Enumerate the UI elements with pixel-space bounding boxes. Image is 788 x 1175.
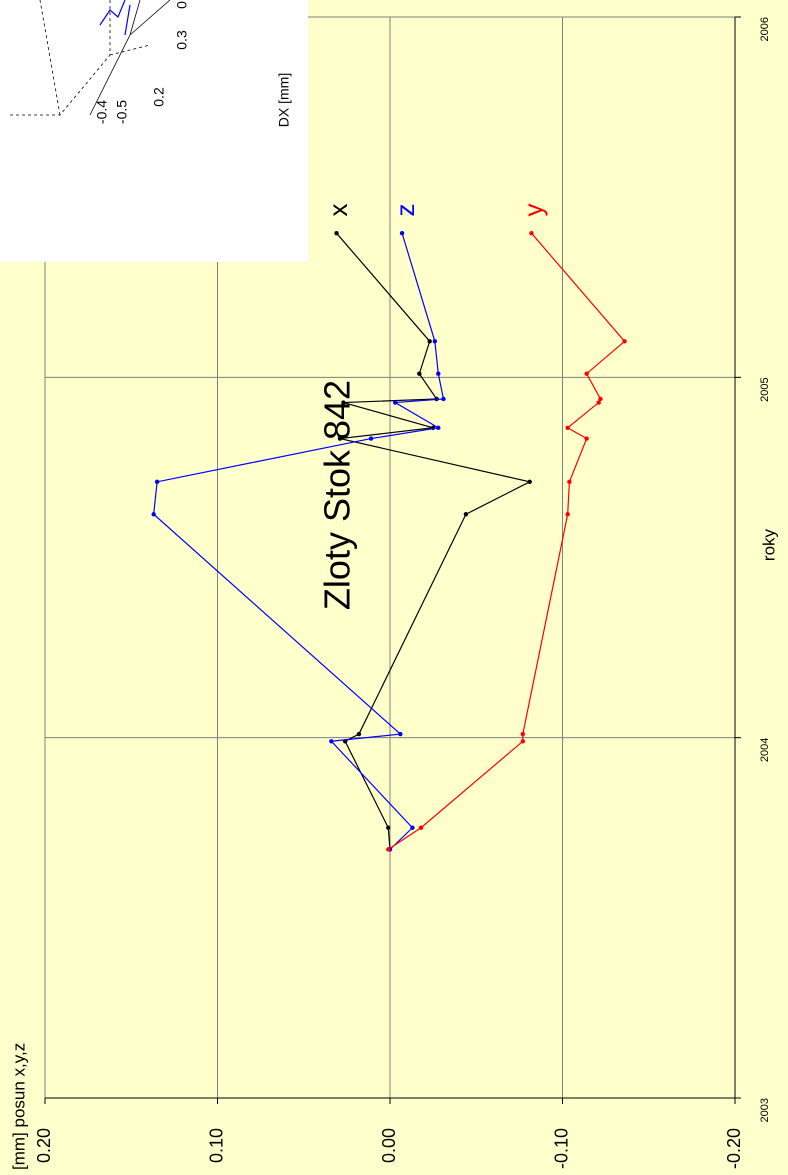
data-point: [598, 396, 603, 402]
inset-axis-label: DX [mm]: [276, 73, 292, 127]
data-point: [520, 731, 526, 737]
data-point: [398, 731, 403, 737]
inset-tick-label: -0.4: [94, 100, 110, 124]
x-tick-label: 2004: [759, 738, 771, 762]
inset-tick-label: -0.5: [114, 100, 130, 124]
data-point: [386, 847, 391, 852]
series-label: y: [518, 204, 548, 217]
data-point: [567, 479, 572, 485]
series-label: z: [390, 204, 420, 217]
data-point: [417, 371, 422, 376]
y-tick-label: 0.10: [206, 1128, 226, 1163]
inset-tick-label: 0.3: [174, 30, 190, 50]
inset-tick-label: 0.2: [151, 87, 167, 107]
data-point: [368, 436, 374, 441]
data-point: [356, 731, 362, 737]
data-point: [386, 825, 391, 830]
data-point: [584, 436, 589, 441]
chart-title: Zloty Stok 842: [317, 380, 358, 610]
data-point: [584, 371, 589, 376]
inset-tick-label: 0: [174, 1, 190, 9]
x-tick-label: 2006: [759, 17, 771, 41]
data-point: [463, 512, 469, 517]
x-tick-label: 2005: [759, 377, 771, 401]
data-point: [427, 339, 432, 344]
data-point: [337, 436, 343, 441]
x-axis-label: roky: [759, 528, 778, 561]
data-point: [329, 739, 334, 744]
series-label: x: [323, 204, 353, 217]
y-tick-label: -0.10: [551, 1128, 571, 1169]
inset-axis: [89, 0, 171, 116]
x-tick-label: 2003: [759, 1098, 771, 1122]
y-tick-label: 0.00: [379, 1128, 399, 1163]
data-point: [418, 825, 424, 830]
data-point: [596, 400, 601, 405]
data-point: [436, 425, 441, 430]
data-point: [432, 339, 438, 344]
data-point: [399, 231, 405, 236]
data-point: [436, 371, 441, 376]
data-point: [392, 400, 398, 405]
data-point: [527, 479, 532, 485]
inset-curve: [99, 0, 131, 36]
y-tick-label: 0.20: [34, 1128, 54, 1163]
data-point: [341, 400, 346, 405]
data-point: [154, 479, 160, 485]
inset-background: [0, 0, 308, 262]
data-point: [520, 739, 526, 744]
y-axis-label: [mm] posun x,y,z: [9, 1043, 28, 1170]
data-point: [334, 231, 339, 236]
data-point: [441, 396, 446, 402]
data-point: [410, 825, 415, 830]
data-point: [529, 231, 534, 236]
y-tick-label: -0.20: [724, 1128, 744, 1169]
data-point: [622, 339, 627, 344]
inset-dashed: [10, 0, 151, 116]
data-point: [565, 425, 570, 430]
data-point: [565, 512, 570, 517]
data-point: [151, 512, 156, 517]
